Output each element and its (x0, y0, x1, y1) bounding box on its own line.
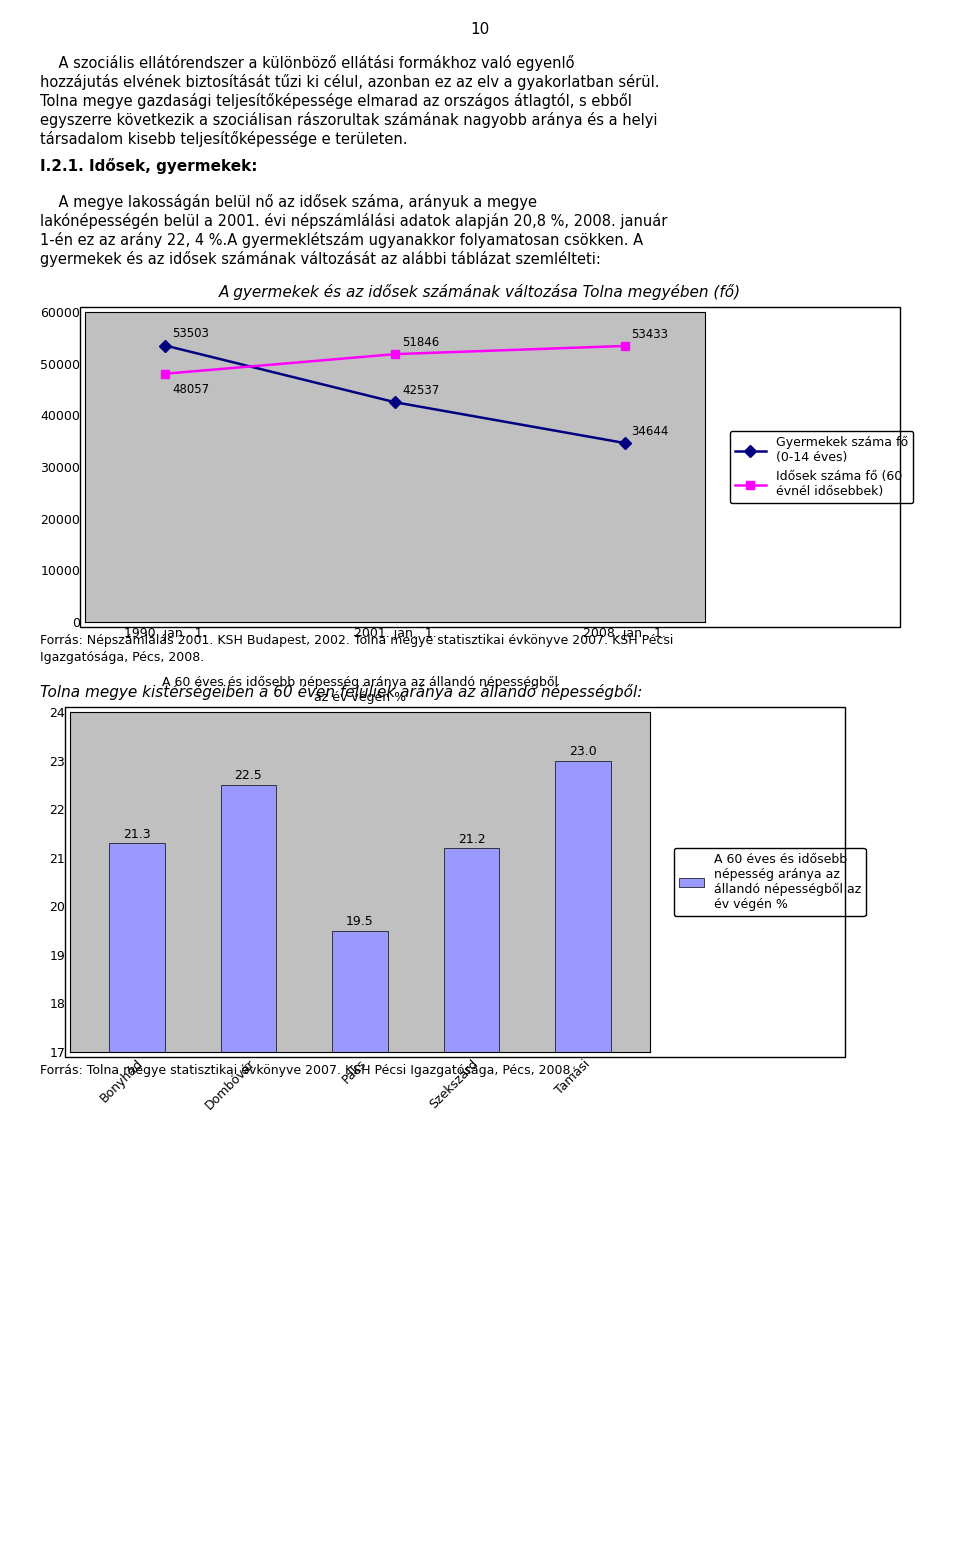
Text: Tolna megye kistérségeiben a 60 éven felüliek aránya az állandó népességből:: Tolna megye kistérségeiben a 60 éven fel… (40, 685, 642, 700)
Text: 53503: 53503 (172, 327, 209, 341)
Text: 48057: 48057 (172, 382, 209, 396)
Text: hozzájutás elvének biztosítását tűzi ki célul, azonban ez az elv a gyakorlatban : hozzájutás elvének biztosítását tűzi ki … (40, 74, 660, 89)
Text: 42537: 42537 (402, 384, 439, 396)
Text: 22.5: 22.5 (234, 769, 262, 782)
Text: A szociális ellátórendszer a különböző ellátási formákhoz való egyenlő: A szociális ellátórendszer a különböző e… (40, 56, 574, 71)
Text: lakónépességén belül a 2001. évi népszámlálási adatok alapján 20,8 %, 2008. janu: lakónépességén belül a 2001. évi népszám… (40, 213, 667, 230)
Text: Tolna megye gazdasági teljesítőképessége elmarad az országos átlagtól, s ebből: Tolna megye gazdasági teljesítőképessége… (40, 93, 632, 109)
Text: 19.5: 19.5 (347, 914, 373, 928)
Legend: A 60 éves és idősebb
népesség aránya az
állandó népességből az
év végén %: A 60 éves és idősebb népesség aránya az … (674, 848, 866, 916)
Text: 21.2: 21.2 (458, 833, 486, 845)
Text: gyermekek és az idősek számának változását az alábbi táblázat szemlélteti:: gyermekek és az idősek számának változás… (40, 251, 601, 267)
Text: Forrás: Népszámlálás 2001. KSH Budapest, 2002. Tolna megye statisztikai évkönyve: Forrás: Népszámlálás 2001. KSH Budapest,… (40, 634, 673, 665)
Text: 23.0: 23.0 (569, 745, 597, 759)
Text: 53433: 53433 (632, 327, 668, 341)
Text: 34644: 34644 (632, 424, 669, 438)
Bar (221, 785, 276, 1542)
Legend: Gyermekek száma fő
(0-14 éves), Idősek száma fő (60
évnél idősebbek): Gyermekek száma fő (0-14 éves), Idősek s… (730, 430, 913, 503)
Bar (444, 848, 499, 1542)
Text: Forrás: Tolna megye statisztikai évkönyve 2007. KSH Pécsi Igazgatósága, Pécs, 20: Forrás: Tolna megye statisztikai évkönyv… (40, 1064, 574, 1076)
Text: I.2.1. Idősek, gyermekek:: I.2.1. Idősek, gyermekek: (40, 157, 257, 174)
Bar (332, 930, 388, 1542)
Text: társadalom kisebb teljesítőképessége e területen.: társadalom kisebb teljesítőképessége e t… (40, 131, 407, 146)
Bar (109, 843, 165, 1542)
Text: 21.3: 21.3 (123, 828, 151, 840)
Text: egyszerre következik a szociálisan rászorultak számának nagyobb aránya és a hely: egyszerre következik a szociálisan rászo… (40, 113, 658, 128)
Text: 51846: 51846 (402, 336, 439, 348)
Text: 10: 10 (470, 22, 490, 37)
Title: A 60 éves és idősebb népesség aránya az állandó népességből
az év végén %: A 60 éves és idősebb népesség aránya az … (162, 675, 558, 703)
Text: A megye lakosságán belül nő az idősek száma, arányuk a megye: A megye lakosságán belül nő az idősek sz… (40, 194, 537, 210)
Bar (555, 760, 611, 1542)
Text: 1-én ez az arány 22, 4 %.A gyermeklétszám ugyanakkor folyamatosan csökken. A: 1-én ez az arány 22, 4 %.A gyermeklétszá… (40, 231, 643, 248)
Text: A gyermekek és az idősek számának változása Tolna megyében (fő): A gyermekek és az idősek számának változ… (219, 284, 741, 301)
